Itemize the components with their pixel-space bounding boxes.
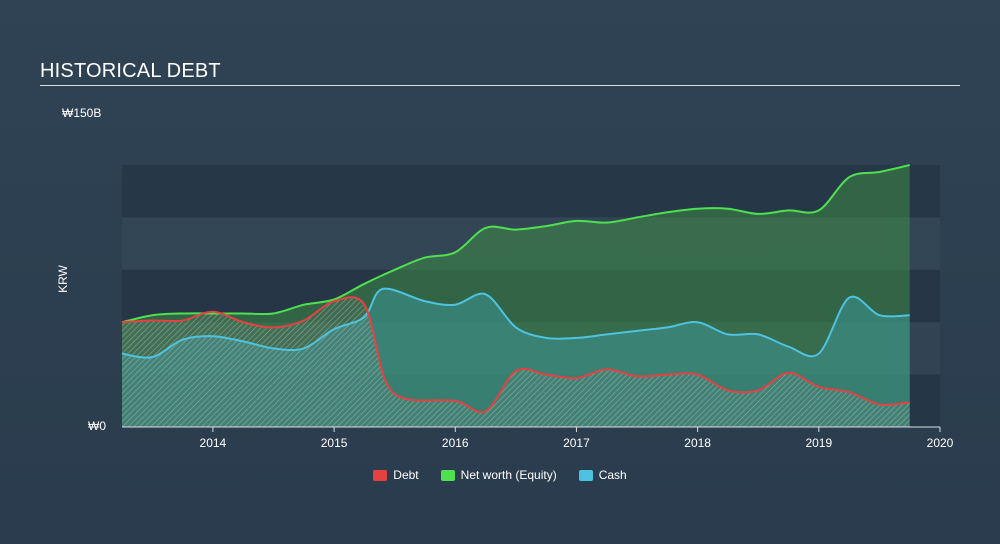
x-tick-label-2017: 2017 — [563, 436, 590, 450]
x-tick-label-2019: 2019 — [805, 436, 832, 450]
legend-swatch-cash — [578, 469, 593, 481]
legend-label-debt: Debt — [393, 468, 419, 482]
x-tick-label-2014: 2014 — [200, 436, 227, 450]
legend-swatch-debt — [373, 469, 388, 481]
x-tick-label-2020: 2020 — [927, 436, 954, 450]
series-areas — [122, 165, 910, 427]
legend-item-cash[interactable]: Cash — [578, 468, 627, 482]
x-tick-label-2015: 2015 — [321, 436, 348, 450]
line-net-worth-equity — [121, 164, 910, 324]
x-tick-label-2016: 2016 — [442, 436, 469, 450]
line-debt — [121, 296, 910, 414]
title-divider — [40, 85, 960, 86]
x-tick-label-2018: 2018 — [684, 436, 711, 450]
legend-item-debt[interactable]: Debt — [373, 468, 419, 482]
area-debt — [122, 297, 910, 427]
legend-swatch-net-worth — [440, 469, 455, 481]
legend-item-net-worth[interactable]: Net worth (Equity) — [440, 468, 557, 482]
chart-title: HISTORICAL DEBT — [40, 60, 221, 82]
y-tick-zero: ₩0 — [88, 419, 106, 433]
grid-band-1 — [122, 165, 940, 218]
y-tick-top: ₩150B — [62, 106, 102, 120]
series-lines — [121, 164, 910, 414]
line-cash — [121, 287, 910, 359]
legend-label-net-worth: Net worth (Equity) — [460, 468, 557, 482]
legend: Debt Net worth (Equity) Cash — [0, 468, 1000, 482]
legend-label-cash: Cash — [598, 468, 627, 482]
x-axis: 2014 2015 2016 2017 2018 2019 2020 — [122, 426, 954, 450]
